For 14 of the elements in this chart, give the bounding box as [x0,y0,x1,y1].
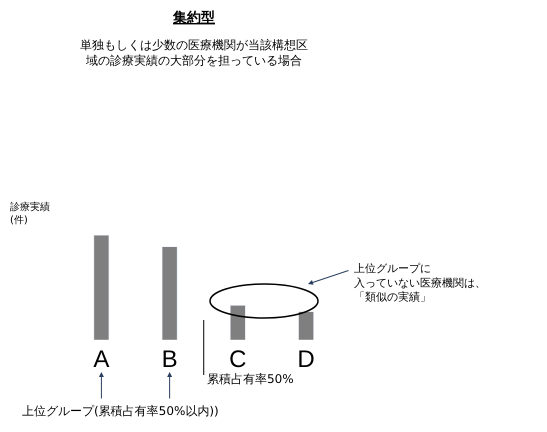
bar [94,234,110,340]
x-tick-label: D [297,346,315,373]
y-axis-title: 診療実績 (件) [10,201,50,226]
bar [162,246,178,340]
bar [230,305,246,340]
text: 累積占有率50% [207,372,294,386]
chart-subtitle: 単独もしくは少数の医療機関が当該構想区域の診療実績の大部分を担っている場合 [80,38,308,68]
x-tick-label: B [162,346,178,373]
x-tick-label: C [229,346,247,373]
x-tick-label: A [93,346,110,373]
text: 上位グループ(累積占有率50%以内)) [22,404,219,418]
bar [298,311,314,340]
text: 上位グループに入っていない医療機関は、「類似の実績」 [354,262,486,304]
chart-title: 集約型 [172,10,215,26]
